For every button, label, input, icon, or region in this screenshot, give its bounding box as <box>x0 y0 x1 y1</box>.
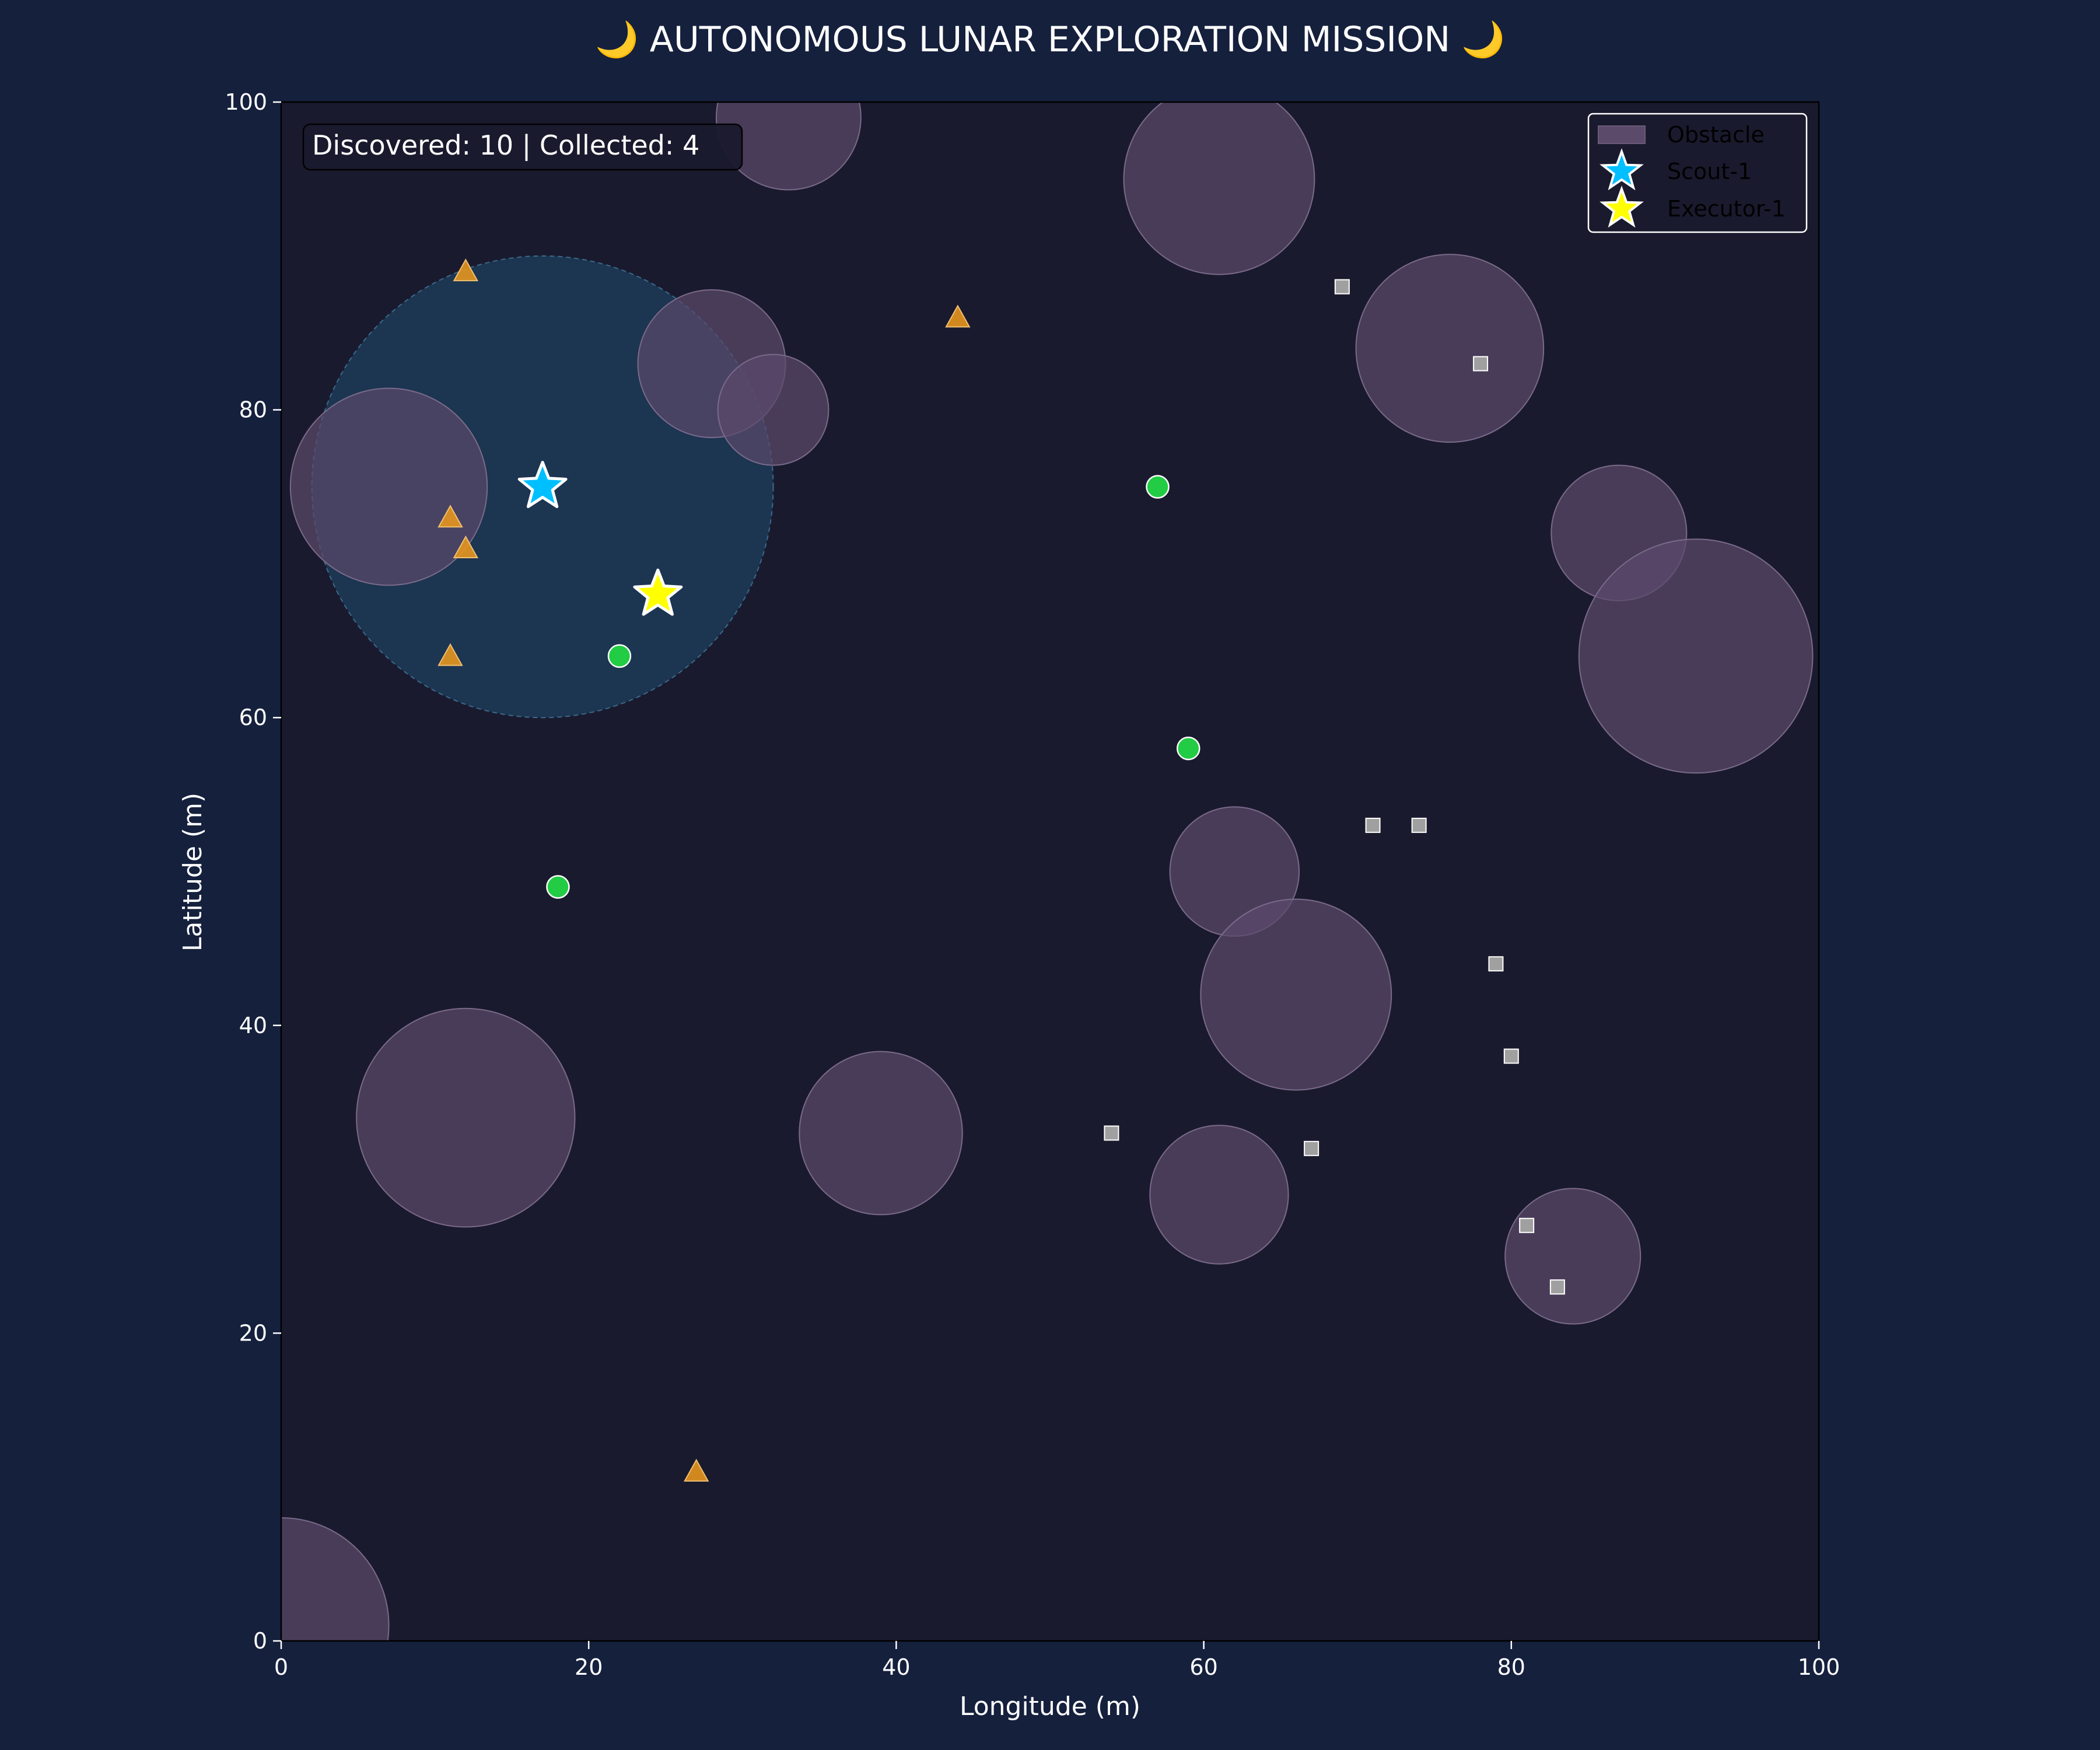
triangle-marker <box>684 1458 709 1482</box>
obstacle-circle <box>281 1517 390 1641</box>
obstacle-circle <box>1200 898 1392 1091</box>
y-tick-label: 60 <box>239 705 267 730</box>
agent-star-marker <box>517 461 568 508</box>
legend: Obstacle Scout-1 Executor-1 <box>1587 113 1808 233</box>
x-tick-label: 80 <box>1497 1654 1525 1680</box>
x-tick-label: 20 <box>575 1654 603 1680</box>
legend-scout-star-icon <box>1600 148 1644 191</box>
obstacle-circle <box>356 1007 576 1228</box>
y-tick-label: 0 <box>253 1628 267 1654</box>
axes-layer: 0 20 40 60 80 100 0 20 40 60 80 100 <box>225 89 1840 1680</box>
square-marker <box>1104 1125 1119 1141</box>
square-marker <box>1488 956 1504 972</box>
green-dot-marker <box>546 875 570 899</box>
green-dot-marker <box>1176 736 1200 761</box>
chart-title: 🌙 AUTONOMOUS LUNAR EXPLORATION MISSION 🌙 <box>595 19 1505 60</box>
triangle-marker <box>438 505 463 528</box>
triangle-marker <box>453 535 479 559</box>
obstacle-circle <box>799 1051 963 1216</box>
squares-layer <box>1104 279 1565 1295</box>
obstacle-circle <box>717 354 830 466</box>
obstacles-layer <box>281 102 1814 1641</box>
green-dot-marker <box>607 644 632 668</box>
square-marker <box>1365 817 1381 833</box>
triangle-marker <box>453 258 479 282</box>
y-tick-label: 20 <box>239 1320 267 1346</box>
y-tick-label: 40 <box>239 1013 267 1038</box>
plot-frame <box>280 101 1820 1642</box>
green-dot-marker <box>1146 475 1170 499</box>
square-marker <box>1411 817 1427 833</box>
legend-executor-star-icon <box>1600 186 1644 228</box>
x-tick-label: 0 <box>274 1654 288 1680</box>
x-axis-label: Longitude (m) <box>960 1692 1140 1721</box>
legend-obstacle-label: Obstacle <box>1667 122 1765 148</box>
square-marker <box>1473 356 1489 372</box>
obstacle-circle <box>1504 1188 1642 1325</box>
obstacle-circle <box>1578 538 1814 774</box>
triangles-layer <box>438 258 971 1482</box>
agents-layer <box>517 461 683 616</box>
green-dots-layer <box>546 475 1200 899</box>
y-tick-label: 80 <box>239 397 267 423</box>
x-tick-label: 100 <box>1798 1654 1840 1680</box>
agent-star-marker <box>633 568 683 616</box>
square-marker <box>1334 279 1350 295</box>
obstacle-circle <box>1149 1125 1289 1265</box>
triangle-marker <box>438 643 463 666</box>
obstacle-circle <box>289 387 488 586</box>
x-tick-label: 40 <box>882 1654 910 1680</box>
obstacle-circle <box>1355 254 1545 443</box>
legend-scout-label: Scout-1 <box>1667 159 1752 184</box>
triangle-marker <box>945 304 971 328</box>
obstacle-circle <box>716 102 862 191</box>
square-marker <box>1503 1048 1519 1064</box>
legend-obstacle-swatch <box>1598 125 1646 144</box>
y-axis-label: Latitude (m) <box>178 793 208 951</box>
status-text: Discovered: 10 | Collected: 4 <box>312 130 699 162</box>
y-tick-label: 100 <box>225 89 267 115</box>
square-marker <box>1304 1140 1320 1156</box>
square-marker <box>1549 1279 1565 1295</box>
legend-executor-label: Executor-1 <box>1667 196 1786 222</box>
x-tick-label: 60 <box>1189 1654 1217 1680</box>
status-box: Discovered: 10 | Collected: 4 <box>302 123 743 171</box>
obstacle-circle <box>1123 102 1315 275</box>
square-marker <box>1519 1217 1535 1233</box>
